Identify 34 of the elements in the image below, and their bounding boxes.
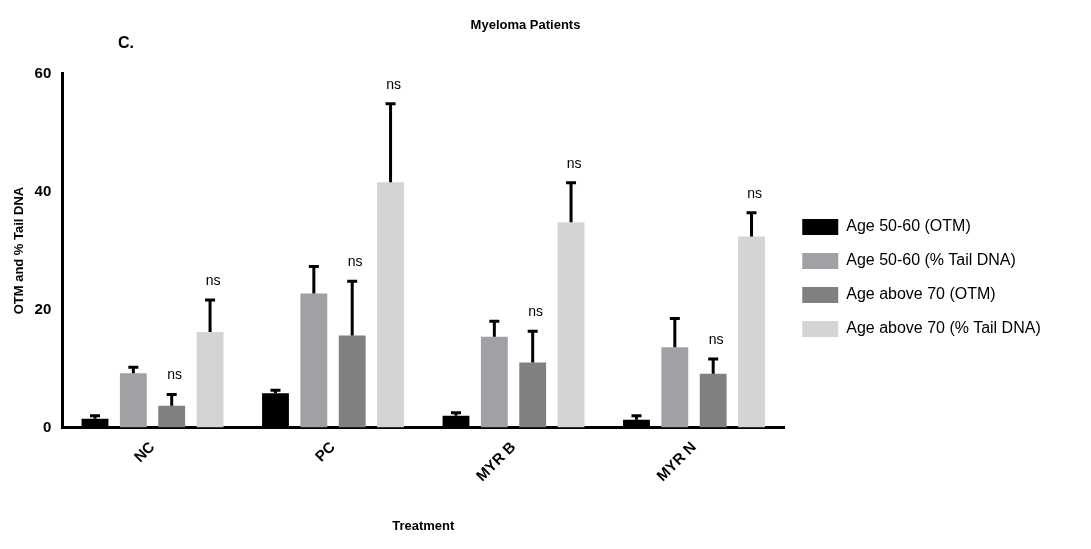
bar (519, 362, 547, 428)
bar (480, 336, 508, 428)
bar (557, 222, 585, 428)
y-tick-label: 20 (34, 299, 52, 317)
annotation: ns (347, 253, 363, 270)
text: C. (118, 34, 134, 51)
bar (158, 405, 186, 428)
annotation: ns (167, 366, 183, 383)
legend-label: Age above 70 (OTM) (846, 285, 996, 303)
bar (738, 236, 765, 428)
x-tick-label: NC (130, 437, 158, 466)
y-tick-label: 60 (34, 63, 52, 81)
annotation: ns (747, 184, 762, 201)
annotation: ns (205, 271, 221, 288)
bar (338, 335, 366, 428)
legend-label: Age 50-60 (% Tail DNA) (846, 251, 1016, 269)
chart-title: Myeloma Patients (470, 17, 581, 33)
annotation: ns (566, 154, 582, 171)
bar (196, 331, 224, 428)
y-axis-title: OTM and % Tail DNA (11, 186, 27, 315)
y-tick-label: 0 (42, 417, 52, 435)
bar (661, 347, 689, 428)
legend-label: Age above 70 (% Tail DNA) (846, 319, 1041, 337)
bar (699, 373, 727, 428)
bar (300, 293, 328, 428)
x-tick-label: PC (311, 437, 339, 465)
bar (119, 373, 147, 428)
legend-label: Age 50-60 (OTM) (846, 217, 971, 235)
annotation: ns (386, 75, 401, 92)
annotation: ns (528, 303, 544, 320)
y-tick-label: 40 (34, 181, 52, 199)
bar (377, 182, 404, 428)
x-axis-title: Treatment (392, 517, 455, 533)
annotation: ns (708, 330, 724, 347)
